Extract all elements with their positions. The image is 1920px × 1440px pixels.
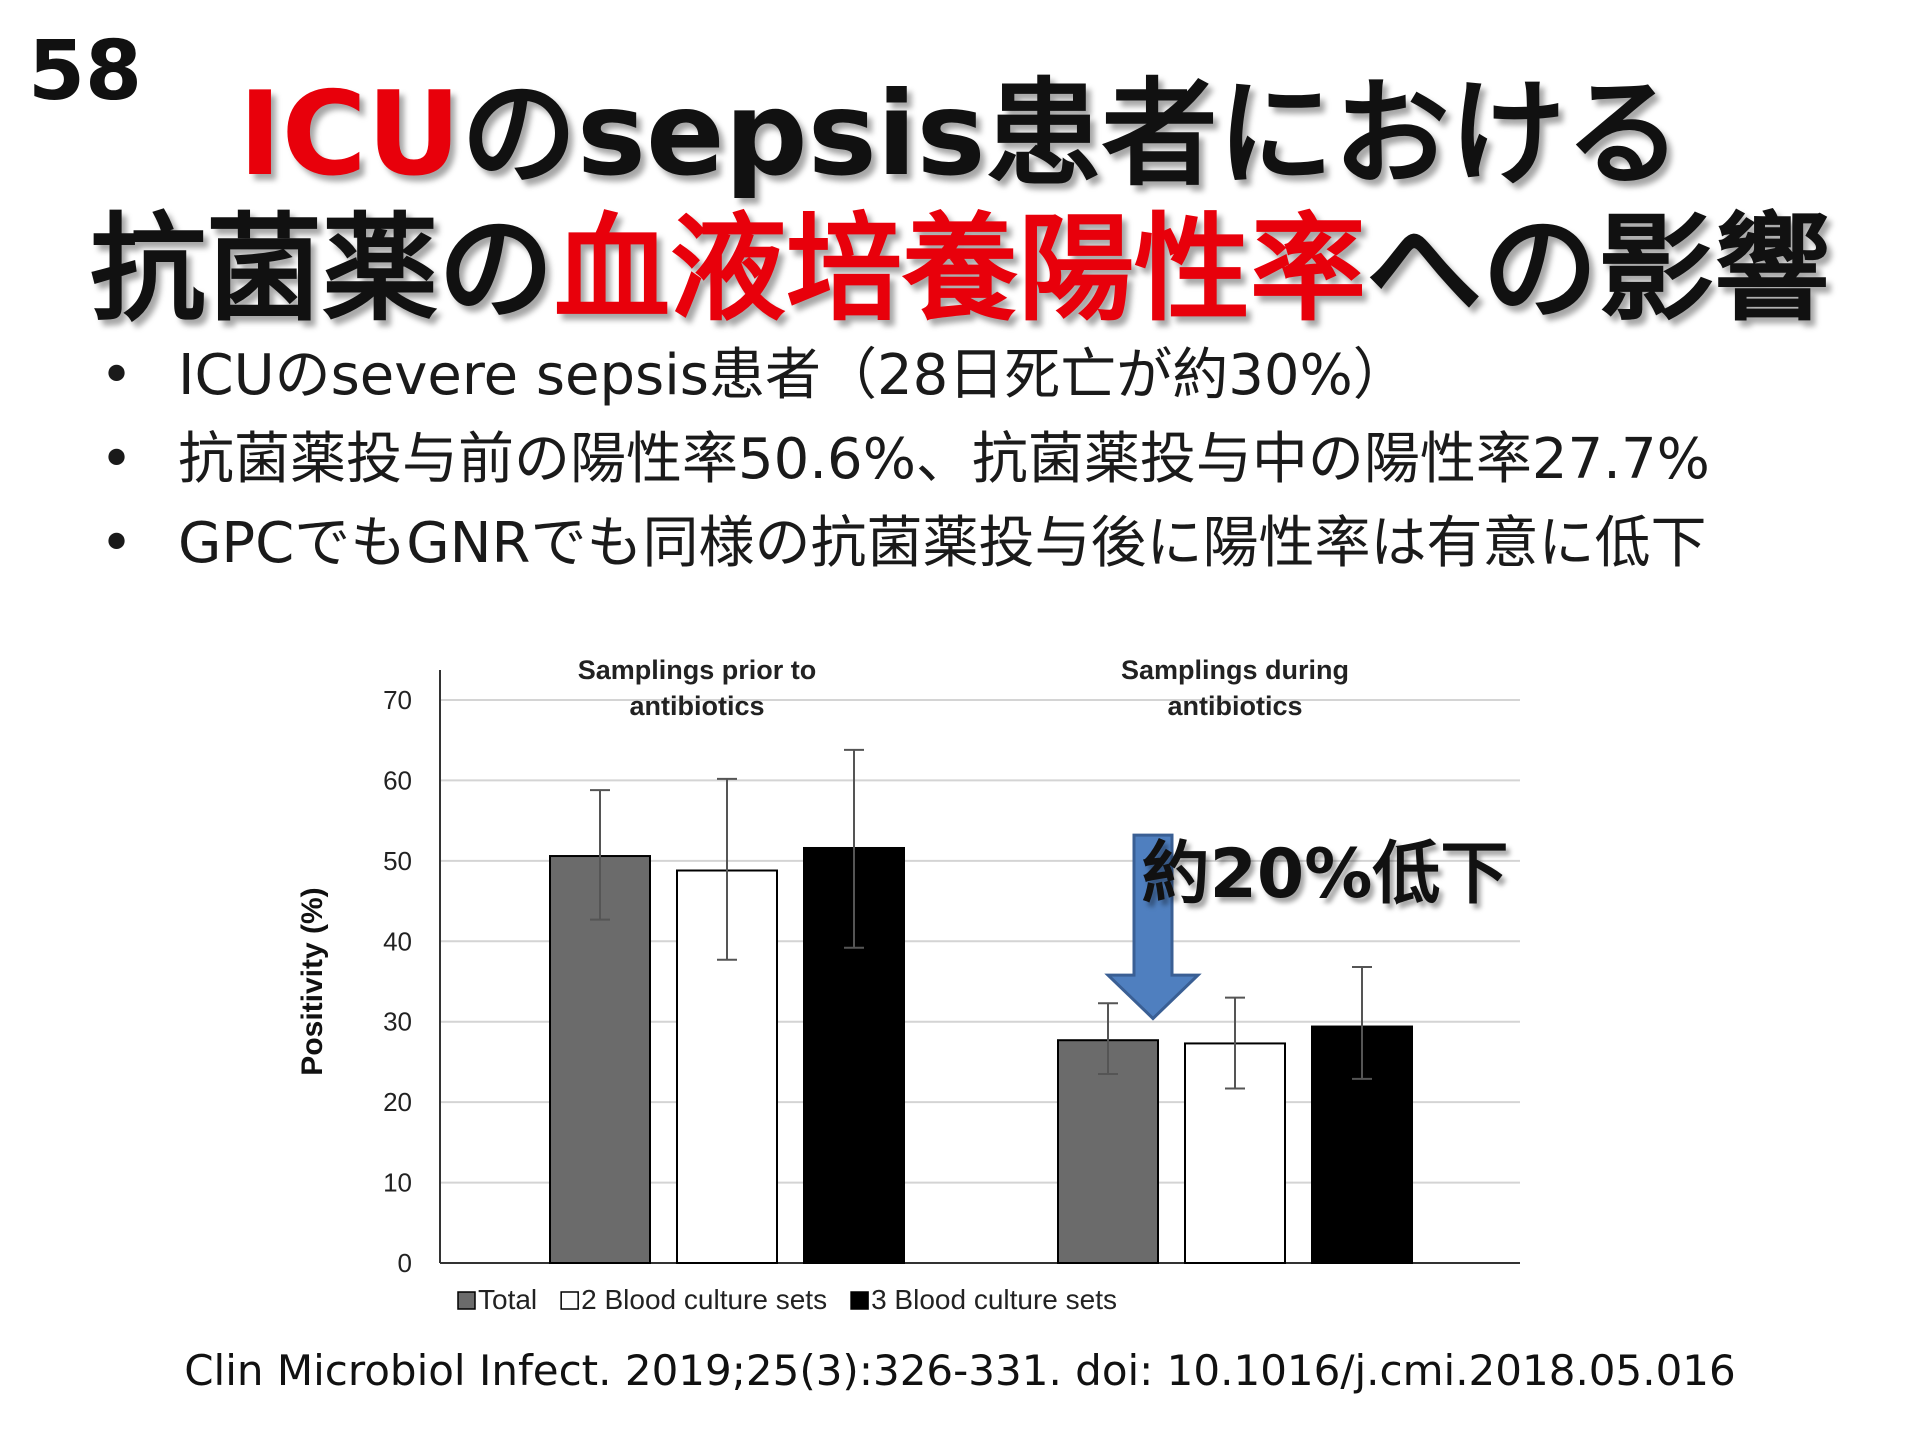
- group-label: Samplings prior to: [578, 655, 817, 685]
- y-tick-label: 50: [383, 846, 412, 876]
- y-tick-label: 40: [383, 926, 412, 956]
- chart-svg: 0 10 20 30 40 50 60 70 Positivity (%) Samplings p…: [296, 655, 1520, 1315]
- bullet-text: ICUのsevere sepsis患者（28日死亡が約30%）: [178, 343, 1409, 408]
- bullet-item: • 抗菌薬投与前の陽性率50.6%、抗菌薬投与中の陽性率27.7%: [100, 424, 1880, 508]
- group-label: antibiotics: [1167, 691, 1302, 721]
- title-segment: への影響: [1366, 202, 1830, 337]
- title-segment: のsepsis患者における: [460, 67, 1682, 202]
- legend-label: 3 Blood culture sets: [871, 1284, 1117, 1315]
- title-line-1: ICUのsepsis患者における: [0, 40, 1920, 208]
- annotation-text: 約20%低下: [1142, 835, 1509, 914]
- down-arrow-icon: [1104, 833, 1202, 1021]
- title-segment: 抗菌薬の: [90, 202, 554, 337]
- slide-number: 58: [28, 24, 143, 119]
- legend-swatch: [850, 1291, 869, 1310]
- bullet-symbol: •: [100, 427, 134, 492]
- title-segment: ICU: [238, 67, 461, 202]
- group-label: Samplings during: [1121, 655, 1349, 685]
- y-axis-label: Positivity (%): [296, 887, 329, 1075]
- title-segment: 血液培養陽性率: [554, 202, 1366, 337]
- bullet-list: • ICUのsevere sepsis患者（28日死亡が約30%） • 抗菌薬投…: [100, 340, 1880, 592]
- bullet-item: • ICUのsevere sepsis患者（28日死亡が約30%）: [100, 340, 1880, 424]
- bullet-item: • GPCでもGNRでも同様の抗菌薬投与後に陽性率は有意に低下: [100, 508, 1880, 592]
- y-tick-label: 30: [383, 1007, 412, 1037]
- bar-chart: 0 10 20 30 40 50 60 70 Positivity (%) Samplings p…: [280, 640, 1580, 1340]
- y-tick-label: 60: [383, 765, 412, 795]
- citation: Clin Microbiol Infect. 2019;25(3):326-33…: [184, 1346, 1736, 1395]
- y-tick-label: 0: [398, 1248, 412, 1278]
- bullet-symbol: •: [100, 343, 134, 408]
- y-tick-label: 10: [383, 1168, 412, 1198]
- bullet-symbol: •: [100, 511, 134, 576]
- legend-label: Total: [478, 1284, 537, 1315]
- legend-label: 2 Blood culture sets: [581, 1284, 827, 1315]
- group-label: antibiotics: [629, 691, 764, 721]
- bullet-text: GPCでもGNRでも同様の抗菌薬投与後に陽性率は有意に低下: [178, 511, 1707, 576]
- y-tick-label: 20: [383, 1087, 412, 1117]
- bullet-text: 抗菌薬投与前の陽性率50.6%、抗菌薬投与中の陽性率27.7%: [178, 427, 1710, 492]
- title-line-2: 抗菌薬の血液培養陽性率への影響: [0, 175, 1920, 343]
- legend-swatch: [457, 1291, 476, 1310]
- y-tick-label: 70: [383, 685, 412, 715]
- legend-swatch: [560, 1291, 579, 1310]
- bar-total: [1057, 1039, 1159, 1264]
